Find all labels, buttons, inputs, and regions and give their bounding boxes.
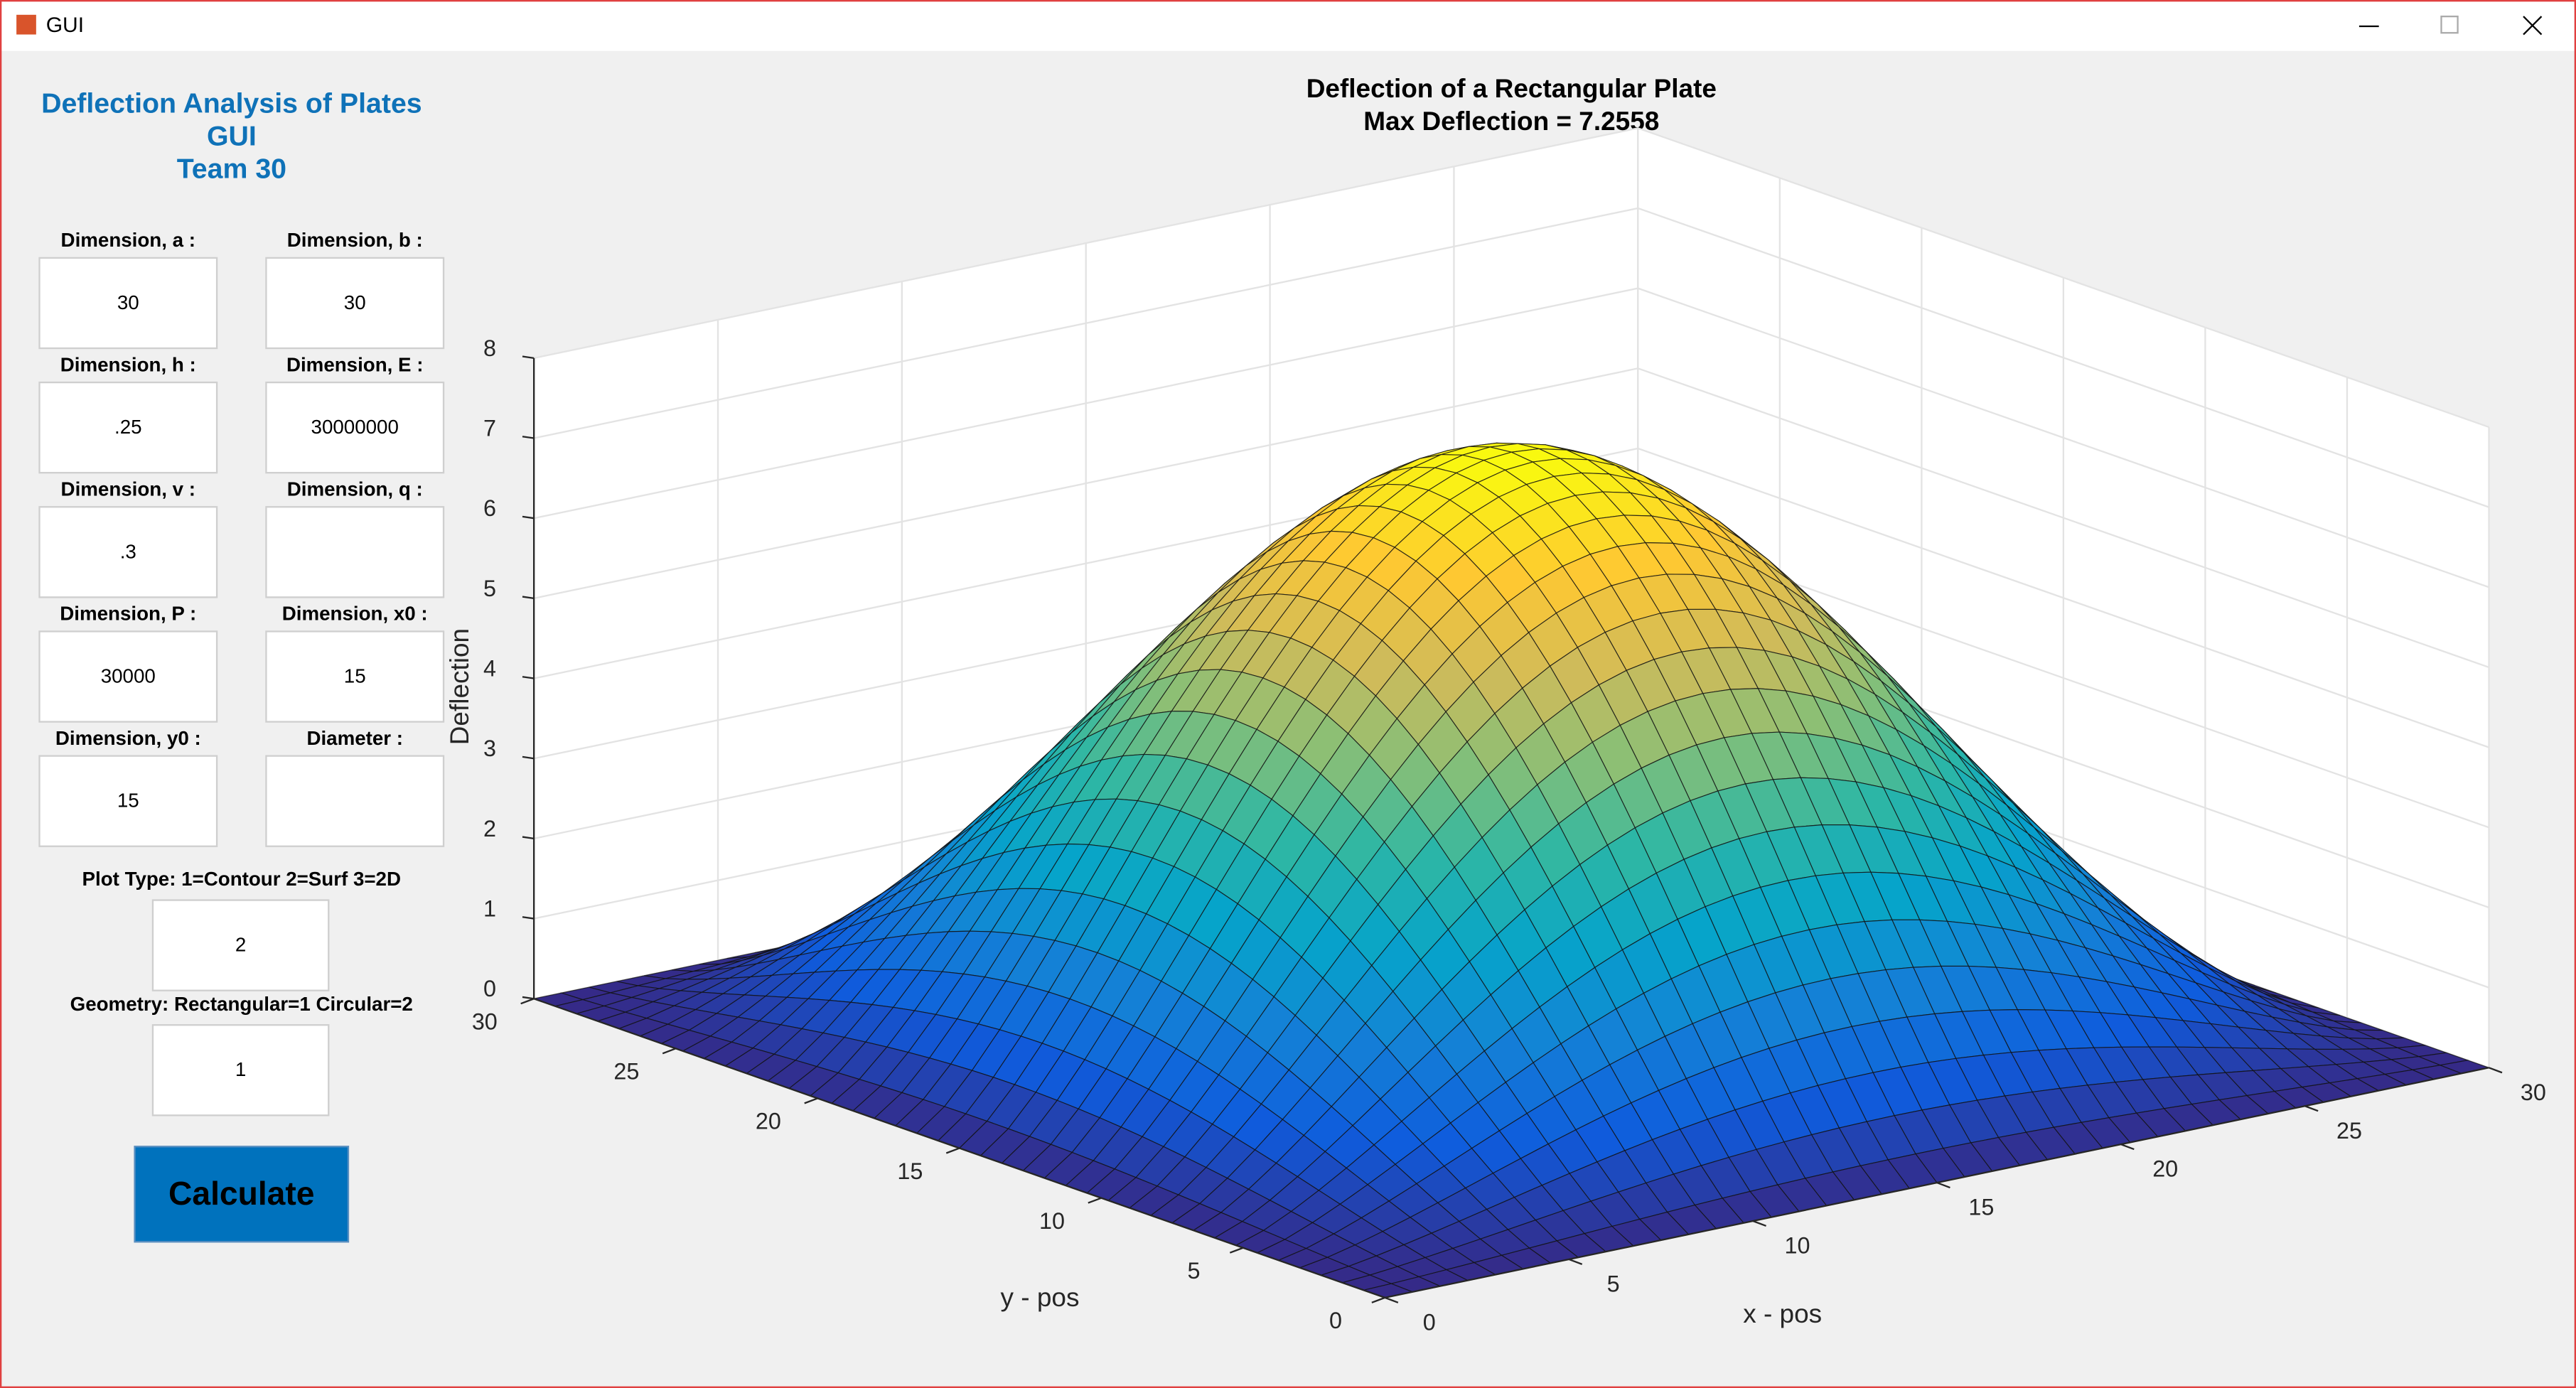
x-tick-label: 0	[1423, 1309, 1436, 1335]
field-label: Diameter :	[306, 727, 403, 749]
x-tick-label: 20	[2152, 1156, 2178, 1182]
x-tick-mark	[2489, 1067, 2503, 1074]
calculate-button-label: Calculate	[168, 1175, 315, 1212]
z-tick-label: 1	[483, 896, 496, 922]
x-tick-mark	[1384, 1296, 1399, 1303]
window-title: GUI	[46, 14, 84, 37]
plot-subtitle: Max Deflection = 7.2558	[1363, 107, 1659, 136]
y-axis-label: y - pos	[1001, 1283, 1080, 1312]
z-tick-mark	[522, 996, 535, 1000]
input-field[interactable]	[265, 257, 445, 350]
x-tick-mark	[1752, 1220, 1766, 1227]
maximize-button[interactable]	[2440, 15, 2459, 34]
y-tick-mark	[662, 1048, 677, 1055]
z-tick-mark	[522, 436, 535, 439]
input-field[interactable]	[38, 630, 218, 723]
field-label: Dimension, x0 :	[282, 603, 428, 625]
y-tick-mark	[1229, 1247, 1244, 1254]
x-tick-mark	[1936, 1182, 1950, 1189]
input-field[interactable]	[38, 257, 218, 350]
z-tick-label: 6	[483, 495, 496, 521]
y-tick-mark	[945, 1147, 960, 1154]
input-field[interactable]	[38, 506, 218, 598]
z-tick-label: 2	[483, 816, 496, 841]
z-tick-label: 8	[483, 335, 496, 361]
field-label: Dimension, q :	[287, 478, 423, 500]
input-field-value: 15	[117, 790, 139, 812]
x-tick-mark	[2304, 1105, 2319, 1112]
x-tick-label: 10	[1784, 1233, 1810, 1259]
field-label: Dimension, v :	[61, 478, 195, 500]
input-field[interactable]	[265, 755, 445, 847]
y-tick-label: 0	[1329, 1308, 1342, 1333]
input-field[interactable]	[265, 506, 445, 598]
panel-title: Deflection Analysis of Plates	[41, 87, 422, 119]
z-tick-mark	[522, 916, 535, 920]
z-tick-mark	[522, 515, 535, 520]
x-tick-mark	[2120, 1144, 2135, 1151]
y-tick-mark	[1088, 1197, 1102, 1204]
y-tick-mark	[520, 998, 535, 1005]
input-field[interactable]	[265, 381, 445, 474]
z-tick-label: 0	[483, 976, 496, 1001]
y-tick-label: 15	[897, 1158, 923, 1184]
input-field-value: 2	[235, 934, 246, 956]
input-field[interactable]	[38, 755, 218, 847]
field-label: Dimension, P :	[60, 603, 196, 625]
y-tick-label: 30	[472, 1008, 498, 1034]
field-label: Dimension, y0 :	[55, 727, 201, 749]
input-field-value: 30	[344, 291, 366, 313]
x-tick-label: 15	[1968, 1195, 1994, 1220]
z-tick-label: 4	[483, 656, 496, 682]
y-tick-label: 5	[1187, 1258, 1200, 1284]
title-bar	[0, 0, 2576, 51]
close-button[interactable]	[2523, 16, 2543, 36]
field-label: Plot Type: 1=Contour 2=Surf 3=2D	[82, 868, 401, 890]
z-tick-mark	[522, 355, 535, 359]
input-field-value: .3	[120, 540, 136, 562]
z-tick-label: 3	[483, 736, 496, 761]
input-field[interactable]	[38, 381, 218, 474]
plot-title: Deflection of a Rectangular Plate	[1306, 74, 1717, 103]
input-field[interactable]	[265, 630, 445, 723]
input-field[interactable]	[151, 899, 330, 991]
y-tick-label: 25	[613, 1059, 639, 1085]
z-axis-label: Deflection	[445, 628, 474, 745]
panel-title: Team 30	[177, 154, 286, 185]
y-tick-label: 10	[1039, 1208, 1065, 1234]
x-axis-label: x - pos	[1743, 1299, 1822, 1328]
input-field-value: 30000000	[311, 416, 399, 438]
field-label: Dimension, b :	[287, 229, 423, 251]
y-tick-mark	[804, 1097, 818, 1104]
x-tick-mark	[1568, 1258, 1583, 1265]
field-label: Dimension, a :	[61, 229, 195, 251]
y-tick-label: 20	[756, 1109, 781, 1134]
field-label: Geometry: Rectangular=1 Circular=2	[70, 993, 413, 1015]
panel-title: GUI	[207, 121, 257, 152]
x-tick-label: 30	[2521, 1080, 2546, 1105]
plot-area: Deflection of a Rectangular Plate Max Def…	[445, 74, 2546, 1335]
y-tick-mark	[1371, 1296, 1385, 1303]
input-field-value: .25	[114, 416, 142, 438]
app-icon	[16, 14, 36, 35]
input-field-value: 30	[117, 291, 139, 313]
calculate-button[interactable]	[134, 1146, 350, 1243]
z-tick-mark	[522, 836, 535, 840]
input-field-value: 15	[344, 665, 366, 687]
z-tick-mark	[522, 755, 535, 760]
z-tick-label: 7	[483, 416, 496, 441]
field-label: Dimension, E :	[286, 353, 424, 375]
z-tick-mark	[522, 596, 535, 600]
x-tick-label: 5	[1607, 1271, 1620, 1296]
input-field-value: 1	[235, 1058, 246, 1080]
field-label: Dimension, h :	[60, 353, 196, 375]
input-field-value: 30000	[101, 665, 156, 687]
x-tick-label: 25	[2336, 1118, 2362, 1144]
input-field[interactable]	[151, 1024, 330, 1117]
z-tick-mark	[522, 676, 535, 679]
z-tick-label: 5	[483, 576, 496, 601]
